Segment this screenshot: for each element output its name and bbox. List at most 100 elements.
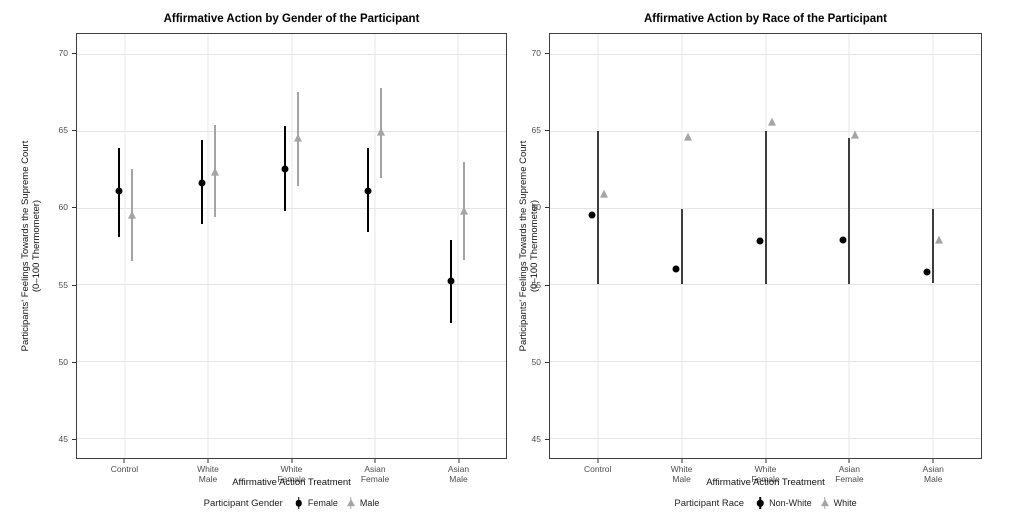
x-tick-label: White Male	[670, 464, 693, 484]
x-tick-mark	[123, 459, 125, 463]
x-axis: Control White Male White Female Asian Female As…	[76, 459, 507, 492]
point-circle	[923, 268, 930, 276]
legend: Participant Race Non-White White	[549, 496, 982, 510]
point-circle	[839, 236, 847, 244]
y-tick-label: 60	[531, 202, 541, 213]
center-error-bar	[931, 209, 934, 283]
point-circle	[364, 187, 372, 195]
x-tick-label: White Female	[277, 464, 306, 484]
center-error-bar	[597, 130, 600, 285]
point-triangle	[294, 134, 302, 143]
point-triangle	[767, 117, 776, 126]
chart-title: Affirmative Action by Race of the Partic…	[643, 13, 888, 25]
point-triangle	[851, 130, 859, 139]
y-tick-label: 70	[531, 48, 541, 59]
y-tick-mark	[545, 361, 549, 363]
x-tick-label: Asian Male	[922, 464, 944, 484]
point-triangle	[934, 235, 943, 244]
y-tick-label: 50	[531, 356, 541, 367]
grid-line-vertical	[291, 34, 292, 458]
y-tick-label: 60	[58, 202, 68, 213]
y-tick-mark	[72, 130, 76, 132]
x-tick-mark	[681, 459, 683, 463]
plot-panel	[549, 33, 982, 459]
y-tick-mark	[545, 284, 549, 286]
center-error-bar	[764, 130, 767, 285]
y-tick-mark	[545, 53, 549, 55]
legend-item-female: Female	[293, 496, 338, 510]
y-tick-mark	[72, 53, 76, 55]
grid-line-vertical	[207, 34, 209, 458]
y-tick-label: 50	[58, 356, 68, 367]
x-tick-mark	[374, 459, 376, 463]
legend-item-white: White	[819, 496, 857, 510]
race-chart: Affirmative Action by Race of the Partic…	[512, 0, 1024, 521]
legend-title: Participant Gender	[203, 497, 283, 509]
y-tick-mark	[72, 438, 76, 440]
y-tick-label: 65	[531, 125, 541, 136]
x-tick-label: White Male	[197, 464, 219, 484]
y-tick-mark	[72, 284, 76, 286]
y-tick-mark	[545, 130, 549, 132]
y-tick-label: 55	[58, 279, 68, 290]
legend-item-male: Male	[345, 496, 380, 510]
point-triangle	[683, 132, 692, 141]
y-tick-mark	[545, 438, 549, 440]
grid-line-vertical	[124, 34, 126, 458]
center-error-bar	[848, 138, 850, 285]
point-circle	[198, 179, 206, 187]
y-tick-mark	[72, 361, 76, 363]
x-tick-mark	[848, 459, 850, 463]
legend-item-nonwhite: Non-White	[754, 496, 812, 510]
y-tick-label: 55	[531, 279, 541, 290]
gender-chart: Affirmative Action by Gender of the Part…	[0, 13, 507, 510]
white-pointrange-icon	[819, 496, 831, 510]
x-tick-mark	[291, 459, 292, 463]
point-triangle	[127, 210, 136, 219]
x-tick-label: Asian Female	[360, 464, 390, 484]
x-tick-mark	[765, 459, 766, 463]
x-axis-title: Affirmative Action Treatment	[232, 477, 351, 488]
x-tick-mark	[207, 459, 209, 463]
point-circle	[756, 237, 763, 245]
grid-line-vertical	[374, 34, 376, 458]
point-triangle	[377, 127, 386, 136]
x-tick-label: Control	[110, 464, 139, 474]
point-circle	[588, 211, 596, 219]
point-triangle	[210, 167, 219, 176]
x-tick-label: White Female	[751, 464, 780, 484]
x-tick-label: Asian Male	[447, 464, 470, 484]
legend-item-label: White	[833, 498, 857, 508]
chart-title: Affirmative Action by Gender of the Part…	[163, 13, 420, 25]
x-tick-label: Control	[584, 464, 612, 474]
y-tick-label: 70	[58, 48, 68, 59]
x-tick-label: Asian Female	[835, 464, 864, 484]
point-circle	[281, 165, 289, 173]
y-tick-label: 45	[531, 433, 541, 444]
male-pointrange-icon	[345, 496, 357, 510]
x-tick-mark	[458, 459, 459, 463]
point-triangle	[600, 189, 609, 198]
y-tick-mark	[545, 207, 549, 209]
legend-item-label: Male	[359, 498, 380, 508]
y-axis: 45 50 55 60 65 70	[512, 33, 549, 459]
center-error-bar	[680, 209, 683, 285]
nonwhite-pointrange-icon	[754, 496, 766, 510]
x-axis-title: Affirmative Action Treatment	[706, 477, 825, 488]
y-tick-mark	[72, 207, 76, 209]
legend: Participant Gender Female Male	[76, 496, 507, 510]
legend-item-label: Non-White	[769, 498, 812, 508]
point-circle	[447, 277, 455, 285]
y-axis: 45 50 55 60 65 70	[0, 33, 76, 459]
x-axis: Control White Male White Female Asian Female As…	[549, 459, 982, 492]
x-tick-mark	[597, 459, 599, 463]
grid-line-vertical	[457, 34, 459, 458]
female-pointrange-icon	[293, 496, 305, 510]
y-tick-label: 45	[58, 433, 68, 444]
point-triangle	[460, 206, 469, 215]
plot-panel	[76, 33, 507, 459]
legend-title: Participant Race	[674, 497, 745, 509]
point-circle	[115, 187, 123, 195]
legend-item-label: Female	[307, 498, 338, 508]
